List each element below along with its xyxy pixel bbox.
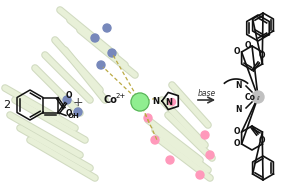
Text: N: N <box>235 81 242 90</box>
Circle shape <box>63 96 71 104</box>
Circle shape <box>108 49 116 57</box>
Text: O: O <box>259 136 266 145</box>
Circle shape <box>196 171 204 179</box>
Text: Co: Co <box>103 95 117 105</box>
Text: base: base <box>197 88 216 98</box>
Circle shape <box>74 108 82 116</box>
Circle shape <box>168 98 175 105</box>
Text: O: O <box>244 42 251 50</box>
Circle shape <box>252 91 264 103</box>
Circle shape <box>144 114 152 122</box>
Text: 2+: 2+ <box>116 93 126 99</box>
Circle shape <box>151 136 159 144</box>
Text: N: N <box>235 105 242 114</box>
Text: 2: 2 <box>3 100 10 110</box>
Text: O: O <box>259 51 266 60</box>
Circle shape <box>206 151 214 159</box>
Circle shape <box>97 61 105 69</box>
Text: OH: OH <box>68 112 80 119</box>
Text: N: N <box>152 97 159 105</box>
Text: O: O <box>234 139 241 149</box>
Text: +: + <box>73 97 83 109</box>
Text: Co: Co <box>245 92 256 101</box>
Text: N: N <box>166 98 173 107</box>
Circle shape <box>91 34 99 42</box>
Text: O: O <box>234 128 241 136</box>
Text: II: II <box>257 95 261 101</box>
Text: O: O <box>66 91 72 101</box>
Circle shape <box>201 131 209 139</box>
Circle shape <box>166 156 174 164</box>
Circle shape <box>103 24 111 32</box>
Text: O: O <box>66 109 72 119</box>
Circle shape <box>131 93 149 111</box>
Text: O: O <box>234 47 241 57</box>
